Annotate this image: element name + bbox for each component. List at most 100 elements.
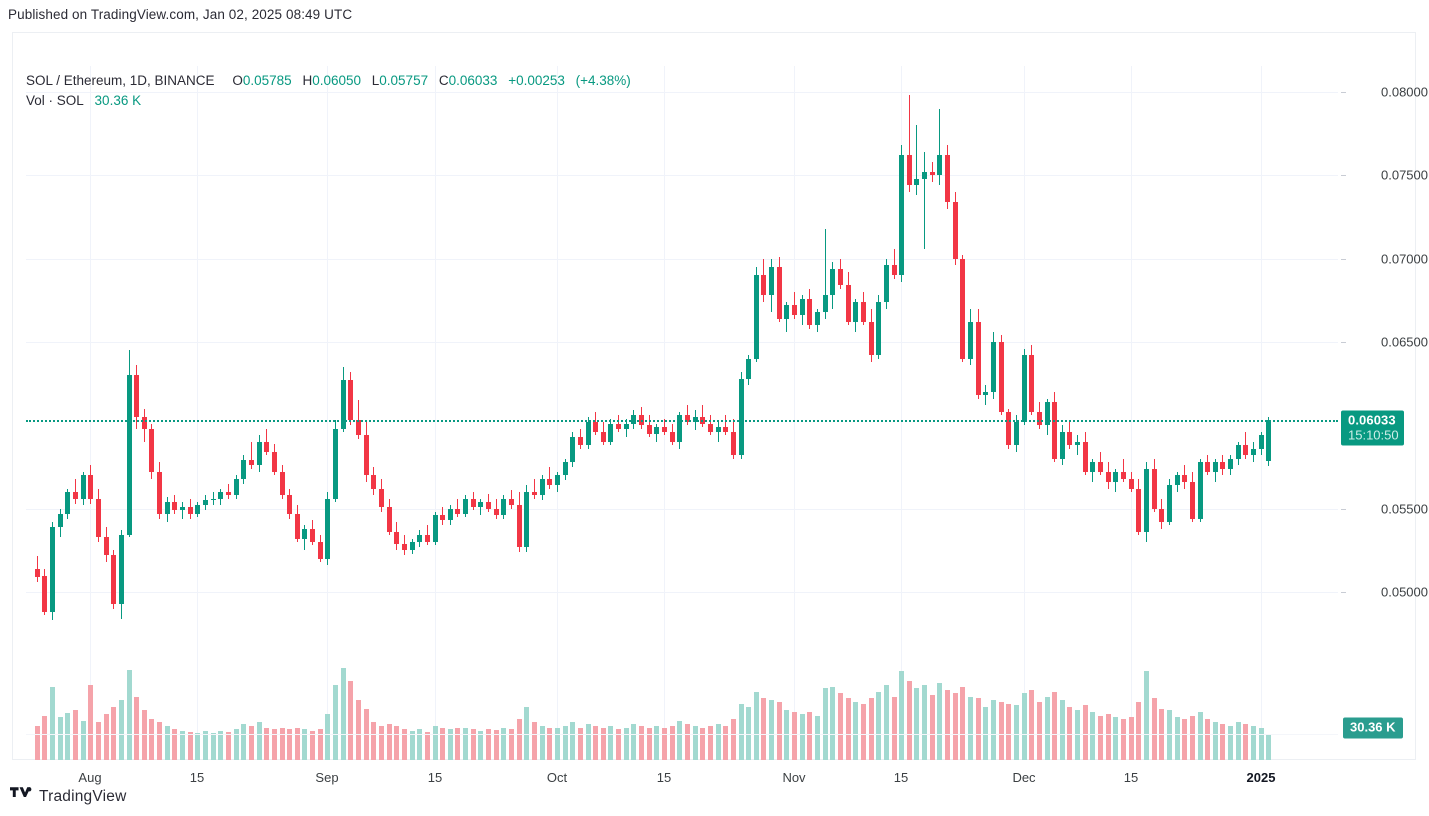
candle-body [233,478,239,496]
candle-body [95,498,101,537]
volume-bar [1227,725,1233,760]
candle-body [592,422,598,432]
price-gridline [26,592,1338,593]
volume-bar [738,703,744,760]
candle-body [982,392,988,396]
candle-body [1112,472,1118,482]
candle-body [546,478,552,486]
volume-bar [171,729,177,760]
legend-volume-label[interactable]: Vol · SOL [26,93,84,108]
volume-bar [569,722,575,760]
volume-bar [1197,712,1203,760]
candle-body [531,492,537,496]
candle-body [1036,412,1042,426]
volume-bar [875,691,881,760]
volume-bar [202,730,208,760]
volume-bar [309,730,315,760]
candle-body [822,295,828,312]
chart-plot-area[interactable] [26,66,1338,760]
candle-body [148,428,154,472]
candle-body [34,568,40,577]
volume-bar [485,729,491,760]
candle-body [217,492,223,499]
candle-wick [985,385,986,406]
candle-wick [1123,458,1124,482]
candle-body [1250,448,1256,456]
legend-symbol[interactable]: SOL / Ethereum, 1D, BINANCE [26,73,215,88]
volume-bar [470,729,476,760]
time-scale[interactable]: Aug 15 Sep 15 Oct 15 Nov 15 Dec 15 2025 [26,764,1338,792]
candle-body [126,375,132,536]
candle-body [1120,472,1126,479]
candle-body [776,267,782,319]
candle-wick [664,418,665,436]
candle-body [554,475,560,486]
legend-high-label: H [302,73,313,88]
volume-bar [95,722,101,760]
volume-bar [600,727,606,760]
volume-bar [126,670,132,760]
volume-bar [952,693,958,760]
candle-wick [702,405,703,427]
candle-body [439,515,445,521]
volume-bar [110,707,116,760]
candle-body [669,432,675,442]
candle-body [1097,462,1103,472]
volume-value-badge[interactable]: 30.36 K [1343,717,1403,739]
candle-body [722,427,728,432]
volume-bar [179,730,185,760]
candle-body [493,508,499,516]
candle-body [799,298,805,316]
candle-body [393,532,399,544]
volume-bar [1044,696,1050,760]
candle-body [1135,488,1141,532]
candle-wick [358,400,359,439]
candle-body [1082,442,1088,472]
volume-bar [1166,710,1172,760]
volume-bar [87,684,93,760]
volume-bar [1082,705,1088,760]
volume-bar [699,727,705,760]
volume-bar [607,725,613,760]
time-axis-label: 15 [1123,770,1139,785]
legend-high-value: 0.06050 [312,73,361,88]
footer-brand[interactable]: TradingView [10,787,127,806]
candle-body [355,420,361,436]
candle-body [1258,435,1264,449]
legend-volume-value: 30.36 K [94,93,142,108]
time-gridline [197,66,198,760]
legend-open-value: 0.05785 [242,73,292,88]
price-gridline [26,342,1338,343]
candle-body [875,302,881,356]
candle-body [569,437,575,462]
volume-bar [1036,701,1042,760]
volume-bar [1219,724,1225,760]
candle-body [256,442,262,466]
candle-body [477,502,483,507]
time-gridline [794,66,795,760]
volume-bar [1258,727,1264,760]
volume-bar [217,730,223,760]
candle-body [1235,445,1241,459]
legend-close-value: 0.06033 [448,73,498,88]
candle-body [156,472,162,514]
candle-body [990,342,996,392]
candle-body [753,275,759,359]
candle-body [470,498,476,507]
candle-body [1204,462,1210,472]
candle-body [386,507,392,532]
legend-change: +0.00253 [508,73,565,88]
candle-body [1158,508,1164,522]
candle-body [891,265,897,276]
candle-body [447,508,453,521]
price-tick [1341,508,1346,510]
volume-bar [370,722,376,760]
price-scale[interactable]: 0.08000 0.07500 0.07000 0.06500 0.05500 0.050… [1341,66,1429,760]
chart-legend: SOL / Ethereum, 1D, BINANCE O0.05785 H0.… [26,71,631,111]
candle-body [883,265,889,302]
candle-body [317,542,323,559]
last-price-badge[interactable]: 0.06033 15:10:50 [1341,410,1404,446]
volume-bar [340,667,346,760]
candle-body [462,498,468,514]
candle-body [64,492,70,514]
